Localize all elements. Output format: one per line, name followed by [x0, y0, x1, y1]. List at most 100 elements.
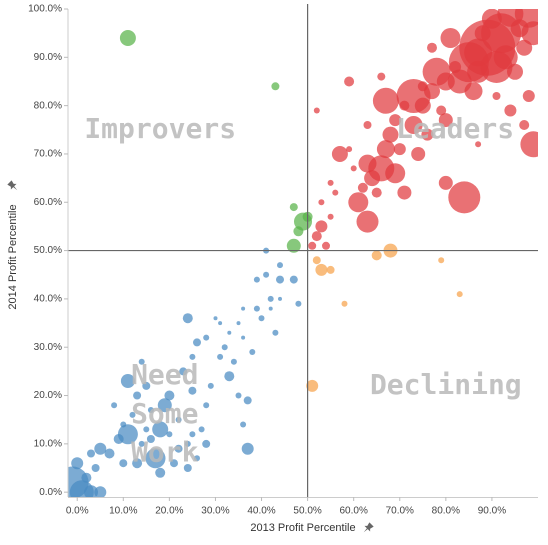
- point-need-some-work-16[interactable]: [111, 402, 118, 409]
- point-need-some-work-49[interactable]: [217, 353, 224, 360]
- point-need-some-work-27[interactable]: [157, 398, 172, 413]
- point-improvers-0[interactable]: [119, 30, 136, 46]
- point-need-some-work-30[interactable]: [170, 459, 178, 468]
- point-need-some-work-23[interactable]: [145, 448, 166, 469]
- point-need-some-work-29[interactable]: [164, 390, 175, 401]
- point-leaders-44[interactable]: [464, 82, 483, 101]
- point-leaders-12[interactable]: [348, 192, 369, 213]
- point-leaders-55[interactable]: [507, 63, 523, 80]
- point-leaders-65[interactable]: [492, 92, 501, 100]
- point-leaders-7[interactable]: [327, 179, 334, 186]
- point-need-some-work-4[interactable]: [94, 486, 107, 498]
- point-leaders-21[interactable]: [385, 163, 406, 184]
- point-leaders-63[interactable]: [377, 72, 386, 81]
- point-leaders-5[interactable]: [318, 199, 325, 206]
- point-need-some-work-39[interactable]: [203, 402, 210, 409]
- point-improvers-6[interactable]: [286, 238, 301, 253]
- point-leaders-30[interactable]: [414, 97, 431, 114]
- point-leaders-11[interactable]: [344, 76, 355, 87]
- point-need-some-work-45[interactable]: [193, 338, 201, 347]
- point-leaders-0[interactable]: [308, 241, 317, 250]
- point-need-some-work-69[interactable]: [272, 329, 279, 336]
- point-improvers-1[interactable]: [271, 82, 280, 91]
- point-leaders-34[interactable]: [427, 42, 437, 53]
- point-need-some-work-21[interactable]: [142, 381, 151, 390]
- point-need-some-work-14[interactable]: [129, 411, 136, 418]
- point-leaders-29[interactable]: [411, 147, 426, 161]
- point-improvers-4[interactable]: [293, 226, 304, 237]
- point-need-some-work-34[interactable]: [183, 464, 192, 472]
- point-need-some-work-13[interactable]: [119, 459, 128, 468]
- point-leaders-10[interactable]: [350, 165, 357, 172]
- point-need-some-work-55[interactable]: [241, 335, 246, 340]
- point-need-some-work-54[interactable]: [236, 321, 241, 326]
- point-need-some-work-24[interactable]: [146, 435, 155, 443]
- point-declining-7[interactable]: [438, 257, 445, 264]
- point-need-some-work-31[interactable]: [175, 416, 182, 423]
- point-leaders-54[interactable]: [504, 104, 517, 117]
- point-need-some-work-40[interactable]: [207, 382, 214, 389]
- point-leaders-66[interactable]: [475, 141, 482, 148]
- point-leaders-20[interactable]: [382, 126, 399, 143]
- point-need-some-work-62[interactable]: [253, 276, 260, 283]
- point-need-some-work-22[interactable]: [147, 407, 154, 413]
- point-need-some-work-41[interactable]: [188, 386, 197, 395]
- point-need-some-work-42[interactable]: [179, 367, 188, 376]
- point-leaders-13[interactable]: [357, 182, 368, 193]
- point-need-some-work-68[interactable]: [258, 315, 265, 322]
- x-axis-pin-icon[interactable]: [361, 522, 374, 535]
- point-need-some-work-46[interactable]: [203, 334, 210, 341]
- point-need-some-work-56[interactable]: [235, 392, 242, 399]
- point-leaders-2[interactable]: [315, 220, 328, 233]
- point-need-some-work-63[interactable]: [263, 271, 270, 278]
- point-need-some-work-74[interactable]: [241, 306, 246, 311]
- point-need-some-work-52[interactable]: [227, 330, 232, 335]
- point-need-some-work-32[interactable]: [174, 444, 183, 453]
- y-axis-pin-icon[interactable]: [7, 180, 20, 193]
- point-need-some-work-44[interactable]: [182, 313, 193, 324]
- point-need-some-work-7[interactable]: [94, 442, 107, 455]
- point-need-some-work-57[interactable]: [240, 421, 247, 428]
- point-need-some-work-19[interactable]: [133, 391, 142, 400]
- point-leaders-8[interactable]: [331, 146, 348, 162]
- point-need-some-work-66[interactable]: [277, 262, 283, 269]
- point-need-some-work-59[interactable]: [241, 442, 254, 455]
- point-need-some-work-12[interactable]: [117, 424, 138, 445]
- point-declining-8[interactable]: [456, 291, 463, 298]
- point-declining-4[interactable]: [341, 300, 348, 307]
- point-declining-0[interactable]: [306, 379, 319, 392]
- point-need-some-work-35[interactable]: [189, 431, 196, 438]
- point-need-some-work-75[interactable]: [143, 426, 150, 433]
- point-leaders-61[interactable]: [519, 120, 530, 130]
- point-leaders-52[interactable]: [493, 45, 518, 70]
- point-improvers-2[interactable]: [289, 203, 298, 212]
- point-need-some-work-6[interactable]: [91, 464, 100, 472]
- point-leaders-4[interactable]: [327, 213, 334, 220]
- point-need-some-work-72[interactable]: [268, 306, 273, 311]
- point-leaders-17[interactable]: [371, 187, 382, 198]
- point-declining-3[interactable]: [326, 265, 335, 274]
- point-need-some-work-53[interactable]: [230, 358, 237, 365]
- point-need-some-work-17[interactable]: [120, 374, 135, 388]
- point-need-some-work-73[interactable]: [278, 296, 282, 301]
- point-need-some-work-71[interactable]: [295, 300, 302, 307]
- point-need-some-work-28[interactable]: [166, 431, 173, 438]
- point-need-some-work-61[interactable]: [253, 305, 260, 312]
- point-need-some-work-3[interactable]: [84, 485, 98, 499]
- point-leaders-42[interactable]: [448, 181, 481, 214]
- point-need-some-work-18[interactable]: [138, 440, 145, 447]
- point-leaders-67[interactable]: [332, 189, 339, 196]
- point-need-some-work-33[interactable]: [184, 440, 191, 447]
- point-need-some-work-38[interactable]: [202, 439, 211, 448]
- point-leaders-6[interactable]: [313, 107, 320, 114]
- point-need-some-work-48[interactable]: [218, 321, 223, 326]
- point-leaders-39[interactable]: [440, 28, 461, 48]
- point-need-some-work-36[interactable]: [194, 455, 200, 462]
- point-leaders-68[interactable]: [363, 121, 372, 129]
- point-need-some-work-47[interactable]: [213, 316, 218, 321]
- point-declining-5[interactable]: [371, 250, 382, 261]
- point-leaders-1[interactable]: [311, 231, 322, 242]
- point-need-some-work-64[interactable]: [267, 295, 274, 302]
- point-leaders-37[interactable]: [438, 113, 453, 128]
- point-need-some-work-37[interactable]: [198, 426, 205, 433]
